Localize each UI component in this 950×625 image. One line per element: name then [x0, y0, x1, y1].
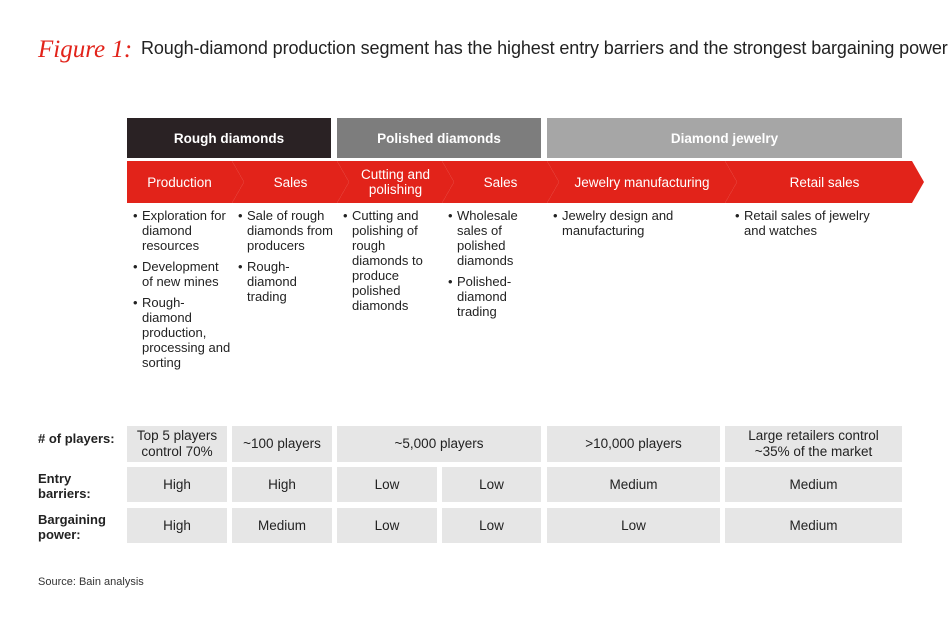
table-cell-text: Medium: [257, 517, 306, 533]
table-cell: Medium: [725, 508, 902, 543]
table-cell: High: [127, 467, 227, 502]
table-cell-text: High: [163, 476, 191, 492]
chevron-stage: Production: [127, 161, 244, 203]
stage-bullet-list: Wholesale sales of polished diamonds Poli…: [448, 208, 548, 325]
chevron-stage: Jewelry manufacturing: [547, 161, 737, 203]
bullet-item: Sale of rough diamonds from producers: [238, 208, 338, 253]
row-label-entry-barriers: Entry barriers:: [38, 471, 91, 501]
chevron-shape: [547, 161, 737, 203]
table-cell: Medium: [725, 467, 902, 502]
table-cell: Low: [442, 467, 541, 502]
segment-header-rough: Rough diamonds: [127, 118, 331, 158]
segment-header-label: Polished diamonds: [377, 130, 501, 146]
chevron-fill: [547, 161, 737, 203]
table-cell-text: Medium: [789, 476, 838, 492]
segment-header-jewelry: Diamond jewelry: [547, 118, 902, 158]
bullet-item: Rough-diamond production, processing and…: [133, 295, 233, 370]
stage-bullet-list: Jewelry design and manufacturing: [553, 208, 723, 244]
chevron-label: Retail sales: [789, 174, 860, 190]
stage-bullet-list: Sale of rough diamonds from producers Rou…: [238, 208, 338, 310]
bullet-item: Wholesale sales of polished diamonds: [448, 208, 548, 268]
figure-label: Figure 1:: [38, 36, 133, 63]
table-cell-text: >10,000 players: [585, 436, 682, 451]
segment-header-polished: Polished diamonds: [337, 118, 541, 158]
table-cell-text: Low: [479, 476, 504, 492]
chevron-fill: [127, 161, 244, 203]
chevron-stage: Retail sales: [725, 161, 924, 203]
chevron-shape: [725, 161, 924, 203]
table-cell-text: ~100 players: [243, 436, 321, 451]
table-cell-text: High: [163, 517, 191, 533]
chevron-label: Jewelry manufacturing: [574, 174, 710, 190]
source-note: Source: Bain analysis: [38, 576, 144, 588]
table-cell-text: Medium: [789, 517, 838, 533]
table-cell-text: Medium: [609, 476, 658, 492]
table-cell-text: Low: [374, 476, 400, 492]
table-cell: Low: [442, 508, 541, 543]
chevron-stage: Sales: [442, 161, 559, 203]
chevron-fill: [725, 161, 924, 203]
table-cell: Low: [337, 508, 437, 543]
chevron-shape: [337, 161, 454, 203]
stage-bullet-list: Exploration for diamond resources Develop…: [133, 208, 233, 376]
table-cell: High: [232, 467, 332, 502]
segment-header-label: Rough diamonds: [173, 130, 285, 146]
table-cell: Low: [337, 467, 437, 502]
chevron-shape: [127, 161, 244, 203]
chevron-shape: [442, 161, 559, 203]
figure-title: Rough-diamond production segment has the…: [141, 38, 948, 58]
table-cell-text: ~5,000 players: [394, 436, 484, 451]
chevron-label: Production: [147, 174, 212, 190]
table-cell: High: [127, 508, 227, 543]
bullet-item: Jewelry design and manufacturing: [553, 208, 723, 238]
chevron-label: Sales: [273, 174, 308, 190]
table-cell: Low: [547, 508, 720, 543]
bullet-item: Retail sales of jewelry and watches: [735, 208, 895, 238]
table-cell-text: Low: [621, 517, 646, 533]
segment-header-label: Diamond jewelry: [670, 130, 779, 146]
bullet-item: Rough-diamond trading: [238, 259, 338, 304]
table-cell-text: Top 5 players control 70%: [136, 428, 218, 459]
table-cell: Medium: [547, 467, 720, 502]
table-cell: ~5,000 players: [337, 426, 541, 462]
chevron-shape: [232, 161, 349, 203]
stage-bullet-list: Cutting and polishing of rough diamonds …: [343, 208, 433, 319]
table-cell-text: Large retailers control ~35% of the mark…: [748, 428, 879, 459]
bullet-item: Development of new mines: [133, 259, 233, 289]
table-cell: Medium: [232, 508, 332, 543]
chevron-stage: Sales: [232, 161, 349, 203]
chevron-fill: [442, 161, 559, 203]
bullet-item: Exploration for diamond resources: [133, 208, 233, 253]
chevron-label: Sales: [483, 174, 518, 190]
table-cell: Top 5 players control 70%: [127, 426, 227, 462]
table-cell-text: Low: [479, 517, 504, 533]
stage-bullet-list: Retail sales of jewelry and watches: [735, 208, 895, 244]
row-label-players: # of players:: [38, 431, 115, 446]
chevron-fill: [337, 161, 454, 203]
chevron-stage: Cutting and polishing: [337, 161, 454, 203]
table-cell-text: High: [268, 476, 296, 492]
row-label-bargaining-power: Bargaining power:: [38, 512, 106, 542]
table-cell-text: Low: [374, 517, 400, 533]
chevron-label: Cutting and polishing: [360, 167, 431, 197]
table-cell: Large retailers control ~35% of the mark…: [725, 426, 902, 462]
bullet-item: Polished-diamond trading: [448, 274, 548, 319]
table-cell: >10,000 players: [547, 426, 720, 462]
bullet-item: Cutting and polishing of rough diamonds …: [343, 208, 433, 313]
chevron-fill: [232, 161, 349, 203]
table-cell: ~100 players: [232, 426, 332, 462]
